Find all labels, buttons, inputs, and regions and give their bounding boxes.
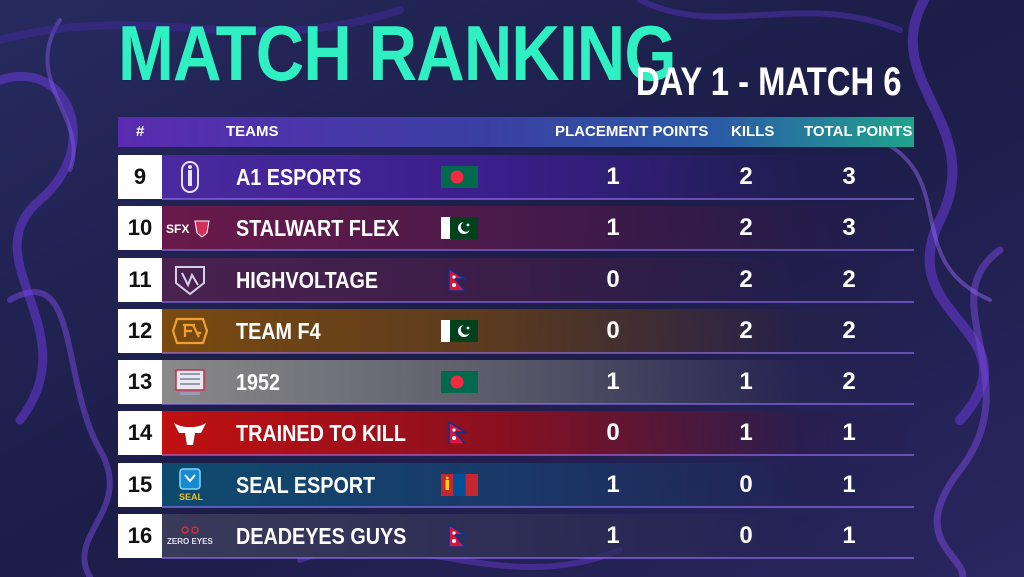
svg-text:SEAL: SEAL	[179, 492, 204, 502]
row-divider	[162, 300, 914, 303]
zeroeyes-logo: ZERO EYES	[164, 516, 216, 556]
header-teams: TEAMS	[226, 123, 279, 140]
placement-points: 0	[606, 316, 620, 344]
seal-esport-logo: SEAL	[164, 465, 216, 505]
rank-number: 11	[118, 257, 162, 302]
kills: 2	[739, 214, 753, 242]
table-row: 9 A1 ESPORTS 1 2 3	[118, 155, 914, 200]
team-name: DEADEYES GUYS	[236, 523, 407, 550]
rank-number: 16	[118, 514, 162, 559]
nepal-flag	[441, 523, 478, 548]
rank-number: 15	[118, 462, 162, 507]
row-divider	[162, 403, 914, 406]
bangladesh-flag	[441, 371, 478, 394]
placement-points: 1	[606, 470, 620, 498]
total-points: 1	[842, 522, 856, 550]
row-bar	[162, 411, 914, 456]
team-name: A1 ESPORTS	[236, 164, 362, 190]
a1-esports-logo	[164, 157, 216, 197]
row-divider	[162, 249, 914, 252]
row-bar	[162, 257, 914, 302]
header-placement-points: PLACEMENT POINTS	[555, 123, 709, 140]
placement-points: 1	[606, 163, 620, 190]
total-points: 2	[842, 368, 856, 396]
pakistan-flag	[441, 217, 478, 240]
team-1952-logo	[164, 362, 216, 402]
mongolia-flag	[441, 473, 478, 496]
row-bar	[162, 514, 914, 559]
row-divider	[162, 198, 914, 200]
header-total-points: TOTAL POINTS	[804, 123, 913, 140]
row-bar	[162, 155, 914, 199]
table-row: 10 SFX STALWART FLEX 1 2 3	[118, 206, 914, 252]
placement-points: 0	[606, 419, 620, 447]
team-f4-logo	[164, 311, 216, 351]
header-rank: #	[136, 123, 145, 140]
kills: 1	[739, 368, 753, 396]
table-row: 13 1952 1 1 2	[118, 360, 914, 406]
total-points: 2	[842, 265, 856, 293]
row-divider	[162, 505, 914, 508]
row-divider	[162, 454, 914, 457]
team-name: TEAM F4	[236, 317, 321, 344]
total-points: 1	[842, 419, 856, 447]
row-bar	[162, 206, 914, 251]
rank-number: 13	[118, 360, 162, 405]
kills: 0	[739, 522, 753, 550]
svg-text:SFX: SFX	[166, 222, 189, 236]
row-bar	[162, 462, 914, 507]
table-header: # TEAMS PLACEMENT POINTS KILLS TOTAL POI…	[118, 117, 914, 147]
rank-number: 10	[118, 206, 162, 251]
rank-number: 12	[118, 308, 162, 353]
kills: 1	[739, 419, 753, 447]
placement-points: 1	[606, 214, 620, 242]
row-divider	[162, 351, 914, 354]
kills: 2	[739, 265, 753, 293]
placement-points: 0	[606, 265, 620, 293]
nepal-flag	[441, 421, 478, 446]
placement-points: 1	[606, 522, 620, 550]
table-row: 16 ZERO EYES DEADEYES GUYS 1 0 1	[118, 514, 914, 560]
team-name: SEAL ESPORT	[236, 471, 376, 498]
total-points: 1	[842, 470, 856, 498]
team-name: TRAINED TO KILL	[236, 420, 406, 447]
row-divider	[162, 557, 914, 560]
ranking-table: 9 A1 ESPORTS 1 2 3 10 SFX STALWART FLEX …	[118, 155, 914, 565]
highvoltage-logo	[164, 260, 216, 300]
kills: 0	[739, 470, 753, 498]
rank-number: 9	[118, 155, 162, 199]
page-title: MATCH RANKING	[118, 9, 677, 97]
header-kills: KILLS	[731, 123, 775, 140]
table-row: 12 TEAM F4 0 2 2	[118, 308, 914, 354]
total-points: 2	[842, 316, 856, 344]
table-row: 14 TRAINED TO KILL 0 1 1	[118, 411, 914, 457]
team-name: HIGHVOLTAGE	[236, 266, 379, 293]
placement-points: 1	[606, 368, 620, 396]
table-row: 11 HIGHVOLTAGE 0 2 2	[118, 257, 914, 303]
trained-to-kill-logo	[164, 413, 216, 453]
bangladesh-flag	[441, 166, 478, 188]
table-row: 15 SEAL SEAL ESPORT 1 0 1	[118, 462, 914, 508]
team-name: 1952	[236, 369, 281, 396]
team-name: STALWART FLEX	[236, 215, 400, 242]
match-subtitle: DAY 1 - MATCH 6	[636, 60, 902, 104]
pakistan-flag	[441, 319, 478, 342]
total-points: 3	[842, 214, 856, 242]
svg-text:ZERO EYES: ZERO EYES	[167, 537, 213, 546]
rank-number: 14	[118, 411, 162, 456]
row-bar	[162, 360, 914, 405]
stalwart-flex-logo: SFX	[164, 208, 216, 248]
kills: 2	[739, 163, 753, 190]
nepal-flag	[441, 267, 478, 292]
kills: 2	[739, 316, 753, 344]
row-bar	[162, 308, 914, 353]
total-points: 3	[842, 163, 856, 190]
